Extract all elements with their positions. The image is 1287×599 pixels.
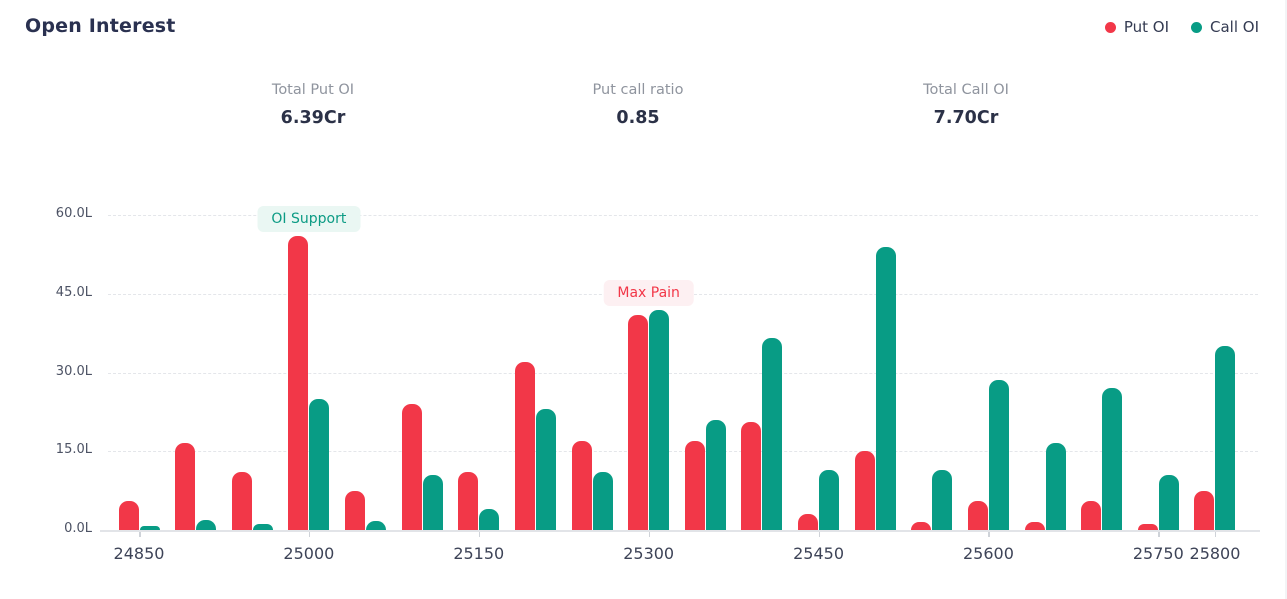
- legend-item-put[interactable]: Put OI: [1104, 18, 1169, 36]
- put-bar-24900[interactable]: [175, 443, 196, 530]
- x-axis-label: 25000: [283, 544, 335, 563]
- put-bar-25750[interactable]: [1137, 523, 1158, 530]
- call-bar-25250[interactable]: [592, 472, 613, 530]
- x-axis-label: 25450: [793, 544, 844, 563]
- stat-value: 0.85: [616, 108, 660, 128]
- legend-label-call: Call OI: [1210, 18, 1259, 36]
- x-axis-label: 25300: [623, 544, 675, 563]
- call-bar-25350[interactable]: [705, 419, 726, 530]
- x-axis-tick: [648, 532, 651, 537]
- put-bar-25350[interactable]: [684, 440, 705, 530]
- stat-value: 6.39Cr: [280, 108, 346, 128]
- x-axis-label: 25600: [962, 544, 1014, 563]
- put-bar-25400[interactable]: [741, 422, 762, 530]
- x-axis-tick: [139, 532, 141, 537]
- page-title: Open Interest: [25, 15, 176, 37]
- call-bar-25800[interactable]: [1215, 346, 1236, 530]
- legend: Put OI Call OI: [1104, 18, 1259, 36]
- panel-right-border: [1285, 0, 1287, 599]
- gridline: [108, 451, 1258, 453]
- put-bar-24950[interactable]: [231, 472, 252, 530]
- x-axis-line: [100, 530, 1260, 532]
- stat-put-call-ratio: Put call ratio 0.85: [528, 82, 748, 128]
- call-bar-24850[interactable]: [139, 525, 160, 530]
- call-bar-25300[interactable]: [649, 309, 670, 530]
- put-bar-25450[interactable]: [798, 514, 819, 530]
- put-bar-25700[interactable]: [1081, 501, 1102, 530]
- call-bar-25650[interactable]: [1045, 443, 1066, 530]
- call-bar-25000[interactable]: [309, 398, 330, 530]
- put-bar-25550[interactable]: [911, 522, 932, 530]
- x-axis-label: 25150: [453, 544, 505, 563]
- y-axis-label: 30.0L: [55, 363, 92, 379]
- put-bar-25800[interactable]: [1194, 490, 1215, 530]
- call-bar-24900[interactable]: [196, 519, 217, 530]
- call-bar-25050[interactable]: [366, 521, 387, 530]
- call-bar-25550[interactable]: [932, 469, 953, 530]
- x-axis-tick: [1214, 532, 1217, 537]
- put-bar-25100[interactable]: [401, 404, 422, 530]
- y-axis-label: 45.0L: [55, 284, 92, 300]
- x-axis-tick: [1158, 532, 1160, 537]
- put-bar-25200[interactable]: [514, 362, 535, 530]
- y-axis-label: 60.0L: [55, 206, 92, 221]
- put-bar-25250[interactable]: [571, 440, 592, 530]
- put-bar-24850[interactable]: [118, 501, 139, 530]
- stat-label: Total Call OI: [923, 82, 1009, 98]
- legend-dot: [1191, 21, 1202, 33]
- x-axis-label: 25800: [1189, 544, 1241, 563]
- x-axis-tick: [988, 532, 990, 537]
- gridline: [108, 215, 1258, 216]
- call-bar-25100[interactable]: [422, 474, 443, 530]
- call-bar-25450[interactable]: [819, 469, 840, 530]
- stat-total-call-oi: Total Call OI 7.70Cr: [856, 82, 1076, 128]
- call-bar-25600[interactable]: [988, 380, 1009, 530]
- legend-label-put: Put OI: [1123, 18, 1169, 36]
- y-axis-label: 15.0L: [55, 442, 92, 458]
- stat-label: Put call ratio: [592, 82, 684, 98]
- put-bar-25050[interactable]: [345, 490, 366, 530]
- call-bar-25700[interactable]: [1102, 388, 1123, 530]
- call-bar-25400[interactable]: [762, 338, 783, 530]
- put-bar-25000[interactable]: [288, 236, 309, 530]
- gridline: [108, 372, 1258, 374]
- put-bar-25500[interactable]: [854, 451, 875, 530]
- legend-item-call[interactable]: Call OI: [1191, 18, 1259, 36]
- x-axis-tick: [478, 532, 481, 537]
- x-axis-label: 25750: [1132, 544, 1184, 563]
- x-axis-label: 24850: [113, 544, 165, 563]
- oi-chart[interactable]: 0.0L 15.0L 30.0L 45.0L 60.0L 24850 25000 25150 2…: [0, 200, 1287, 580]
- stat-value: 7.70Cr: [933, 108, 999, 128]
- stat-total-put-oi: Total Put OI 6.39Cr: [203, 82, 423, 128]
- annotation-oi-support: OI Support: [257, 206, 361, 232]
- call-bar-25750[interactable]: [1158, 474, 1179, 530]
- x-axis-tick: [818, 532, 821, 537]
- legend-dot: [1104, 21, 1116, 33]
- stat-label: Total Put OI: [271, 82, 355, 98]
- call-bar-25500[interactable]: [875, 246, 896, 530]
- put-bar-25650[interactable]: [1024, 522, 1045, 530]
- y-axis-label: 0.0L: [64, 521, 92, 536]
- call-bar-24950[interactable]: [252, 523, 273, 530]
- call-bar-25150[interactable]: [479, 509, 500, 530]
- put-bar-25150[interactable]: [458, 472, 479, 530]
- x-axis-tick: [308, 532, 311, 537]
- call-bar-25200[interactable]: [535, 409, 556, 530]
- annotation-max-pain: Max Pain: [603, 279, 694, 306]
- put-bar-25300[interactable]: [628, 314, 649, 530]
- put-bar-25600[interactable]: [967, 501, 988, 530]
